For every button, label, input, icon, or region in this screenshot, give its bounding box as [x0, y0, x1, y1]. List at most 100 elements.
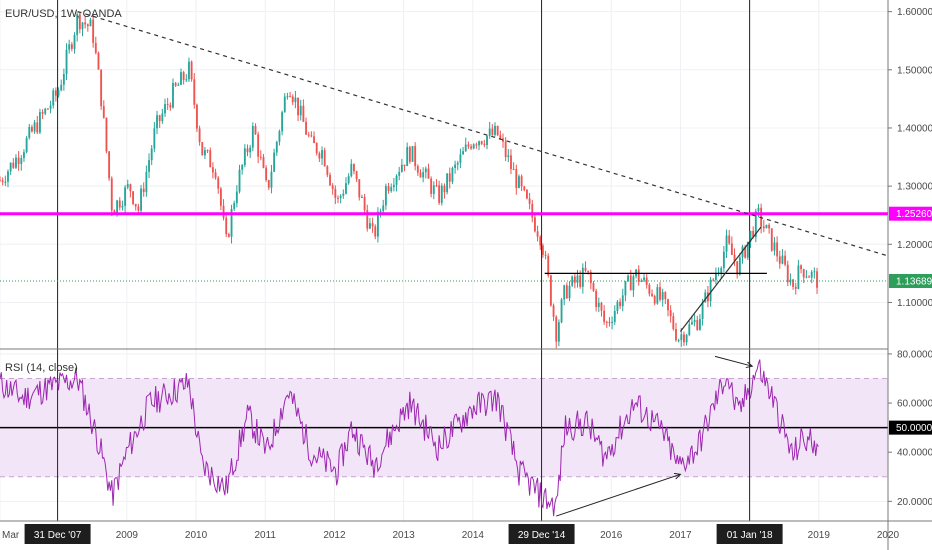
- candle-body: [129, 184, 132, 192]
- candle-body: [816, 271, 818, 288]
- candle-body: [419, 172, 422, 178]
- candle-body: [102, 106, 105, 118]
- candle-body: [738, 257, 741, 275]
- candle-body: [435, 185, 438, 187]
- candle-body: [334, 189, 337, 198]
- candle-body: [230, 208, 233, 237]
- candle-body: [395, 175, 398, 185]
- candle-body: [730, 243, 733, 255]
- candle-body: [624, 281, 627, 296]
- candle-body: [512, 169, 515, 171]
- candle-body: [549, 275, 552, 306]
- candle-body: [462, 151, 465, 155]
- price-tick-label: 1.50000: [897, 65, 932, 76]
- candle-body: [132, 191, 134, 204]
- candle-body: [778, 256, 781, 264]
- price-axis[interactable]: 1.60000 1.50000 1.40000 1.30000 1.20000 1.100…: [888, 7, 932, 309]
- candle-body: [198, 128, 201, 143]
- candle-body: [526, 189, 528, 199]
- candle-body: [323, 150, 326, 167]
- candle-body: [600, 302, 603, 311]
- candle-body: [366, 210, 369, 229]
- level-label-text: 1.25260: [896, 209, 932, 220]
- candle-body: [315, 143, 318, 154]
- candle-body: [206, 150, 209, 152]
- candle-body: [629, 275, 632, 291]
- candle-body: [456, 162, 459, 165]
- candle-body: [172, 83, 174, 108]
- candle-body: [342, 193, 345, 196]
- candle-body: [605, 321, 608, 323]
- candle-body: [797, 265, 800, 289]
- candle-body: [581, 267, 584, 287]
- candle-body: [579, 275, 582, 287]
- candle-body: [584, 267, 587, 271]
- candle-body: [691, 322, 693, 325]
- candle-body: [406, 147, 409, 167]
- candle-body: [661, 292, 664, 300]
- price-trendline: [679, 226, 762, 332]
- candle-body: [808, 276, 810, 278]
- candle-body: [89, 19, 92, 27]
- candle-body: [696, 320, 699, 330]
- price-candles: [0, 11, 818, 349]
- time-tick-label: 2017: [669, 530, 692, 541]
- candle-body: [432, 185, 435, 194]
- candle-body: [440, 185, 443, 203]
- candle-body: [688, 324, 691, 335]
- candle-body: [38, 112, 41, 133]
- candle-body: [443, 185, 446, 193]
- time-marker-label-box: [24, 524, 91, 544]
- candle-body: [776, 242, 779, 257]
- candle-body: [278, 131, 281, 142]
- rsi-axis[interactable]: 80.0000 60.0000 40.0000 20.0000: [888, 349, 932, 508]
- time-axis[interactable]: Mar 31 Dec '07 2009 2010 2011 2012 2013 2014 29 …: [2, 524, 900, 544]
- candle-body: [403, 164, 406, 167]
- candle-body: [225, 217, 228, 235]
- candle-body: [709, 279, 712, 302]
- candle-body: [733, 254, 736, 262]
- candle-body: [20, 158, 23, 164]
- candle-body: [810, 271, 813, 278]
- candle-body: [722, 251, 725, 269]
- candle-body: [209, 150, 212, 168]
- time-marker-label: 29 Dec '14: [518, 530, 566, 541]
- chart-title: EUR/USD, 1W, OANDA: [5, 8, 122, 20]
- candle-body: [446, 173, 449, 193]
- candle-body: [283, 96, 286, 113]
- candle-body: [387, 186, 390, 192]
- candle-body: [651, 293, 653, 297]
- candle-body: [238, 169, 241, 192]
- candle-body: [0, 180, 1, 182]
- candle-body: [573, 276, 576, 283]
- candle-body: [483, 143, 486, 145]
- candle-body: [384, 186, 387, 206]
- candle-body: [653, 296, 656, 304]
- rsi-title: RSI (14, close): [5, 362, 78, 374]
- candle-body: [518, 176, 520, 188]
- candle-body: [188, 61, 190, 80]
- candle-body: [113, 210, 116, 214]
- candle-body: [331, 185, 334, 190]
- candle-body: [105, 117, 108, 152]
- candle-body: [219, 188, 222, 206]
- candle-body: [251, 125, 254, 148]
- price-trendlines: [77, 11, 889, 332]
- candle-body: [203, 150, 206, 156]
- candle-body: [685, 334, 688, 343]
- candle-body: [744, 246, 747, 258]
- candle-body: [116, 200, 119, 214]
- candle-body: [792, 279, 795, 287]
- rsi-tick-label: 80.0000: [897, 349, 932, 360]
- candle-body: [110, 178, 113, 211]
- candle-body: [241, 165, 244, 170]
- candle-body: [339, 195, 342, 198]
- candle-body: [259, 156, 262, 158]
- candle-body: [683, 334, 685, 343]
- candle-body: [480, 141, 483, 144]
- rsi-tick-label: 20.0000: [897, 497, 932, 508]
- candle-body: [491, 128, 494, 135]
- candle-body: [313, 136, 315, 144]
- candle-body: [297, 97, 300, 116]
